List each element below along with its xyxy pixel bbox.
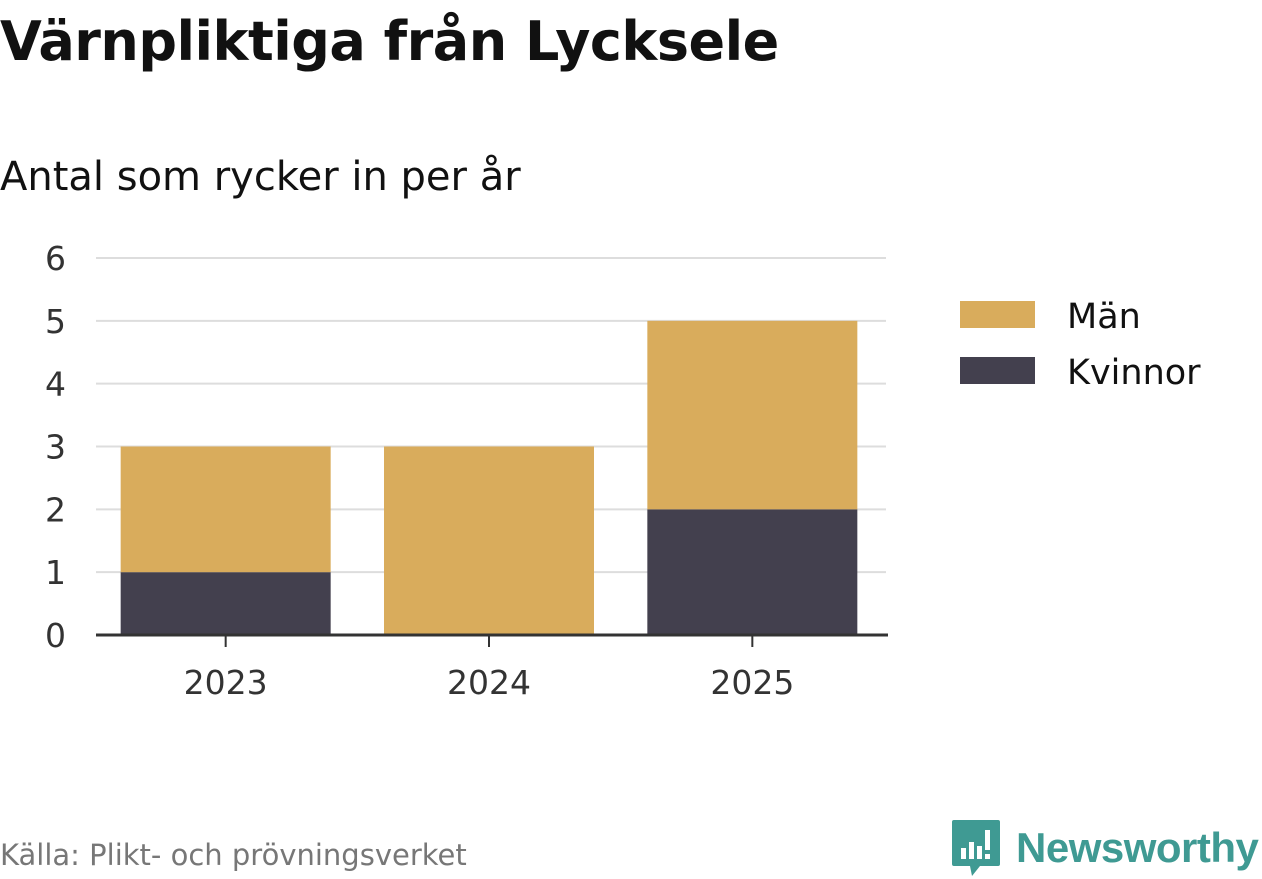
bar-segment-m-n xyxy=(647,320,858,510)
chart-subtitle: Antal som rycker in per år xyxy=(0,154,521,200)
legend-label: Kvinnor xyxy=(1067,353,1201,393)
bar-segment-m-n xyxy=(120,446,331,573)
y-tick-label: 3 xyxy=(45,428,66,467)
bar-segment-m-n xyxy=(384,446,594,635)
stacked-bar-chart: 0 1 2 3 4 5 6 2023 2024 2025 Män Kvinnor xyxy=(45,239,1201,702)
x-tick-label: 2025 xyxy=(710,663,794,702)
chart-title: Värnpliktiga från Lycksele xyxy=(0,10,779,73)
legend-label: Män xyxy=(1067,297,1141,337)
bar-segment-kvinnor xyxy=(120,572,331,635)
x-tick-label: 2024 xyxy=(447,663,531,702)
legend-swatch-m-n xyxy=(960,301,1035,328)
brand-name: Newsworthy xyxy=(1016,824,1259,871)
brand-logo[interactable]: Newsworthy xyxy=(950,818,1259,878)
x-tick-label: 2023 xyxy=(184,663,268,702)
y-tick-label: 6 xyxy=(45,239,66,278)
y-tick-label: 5 xyxy=(45,302,66,341)
y-tick-label: 1 xyxy=(45,553,66,592)
y-tick-label: 0 xyxy=(45,616,66,655)
y-tick-label: 2 xyxy=(45,490,66,529)
newsworthy-logo-icon xyxy=(952,820,1000,876)
legend-swatch-kvinnor xyxy=(960,357,1035,384)
source-note: Källa: Plikt- och prövningsverket xyxy=(0,838,467,872)
bar-segment-kvinnor xyxy=(647,509,858,635)
y-tick-label: 4 xyxy=(45,365,66,404)
